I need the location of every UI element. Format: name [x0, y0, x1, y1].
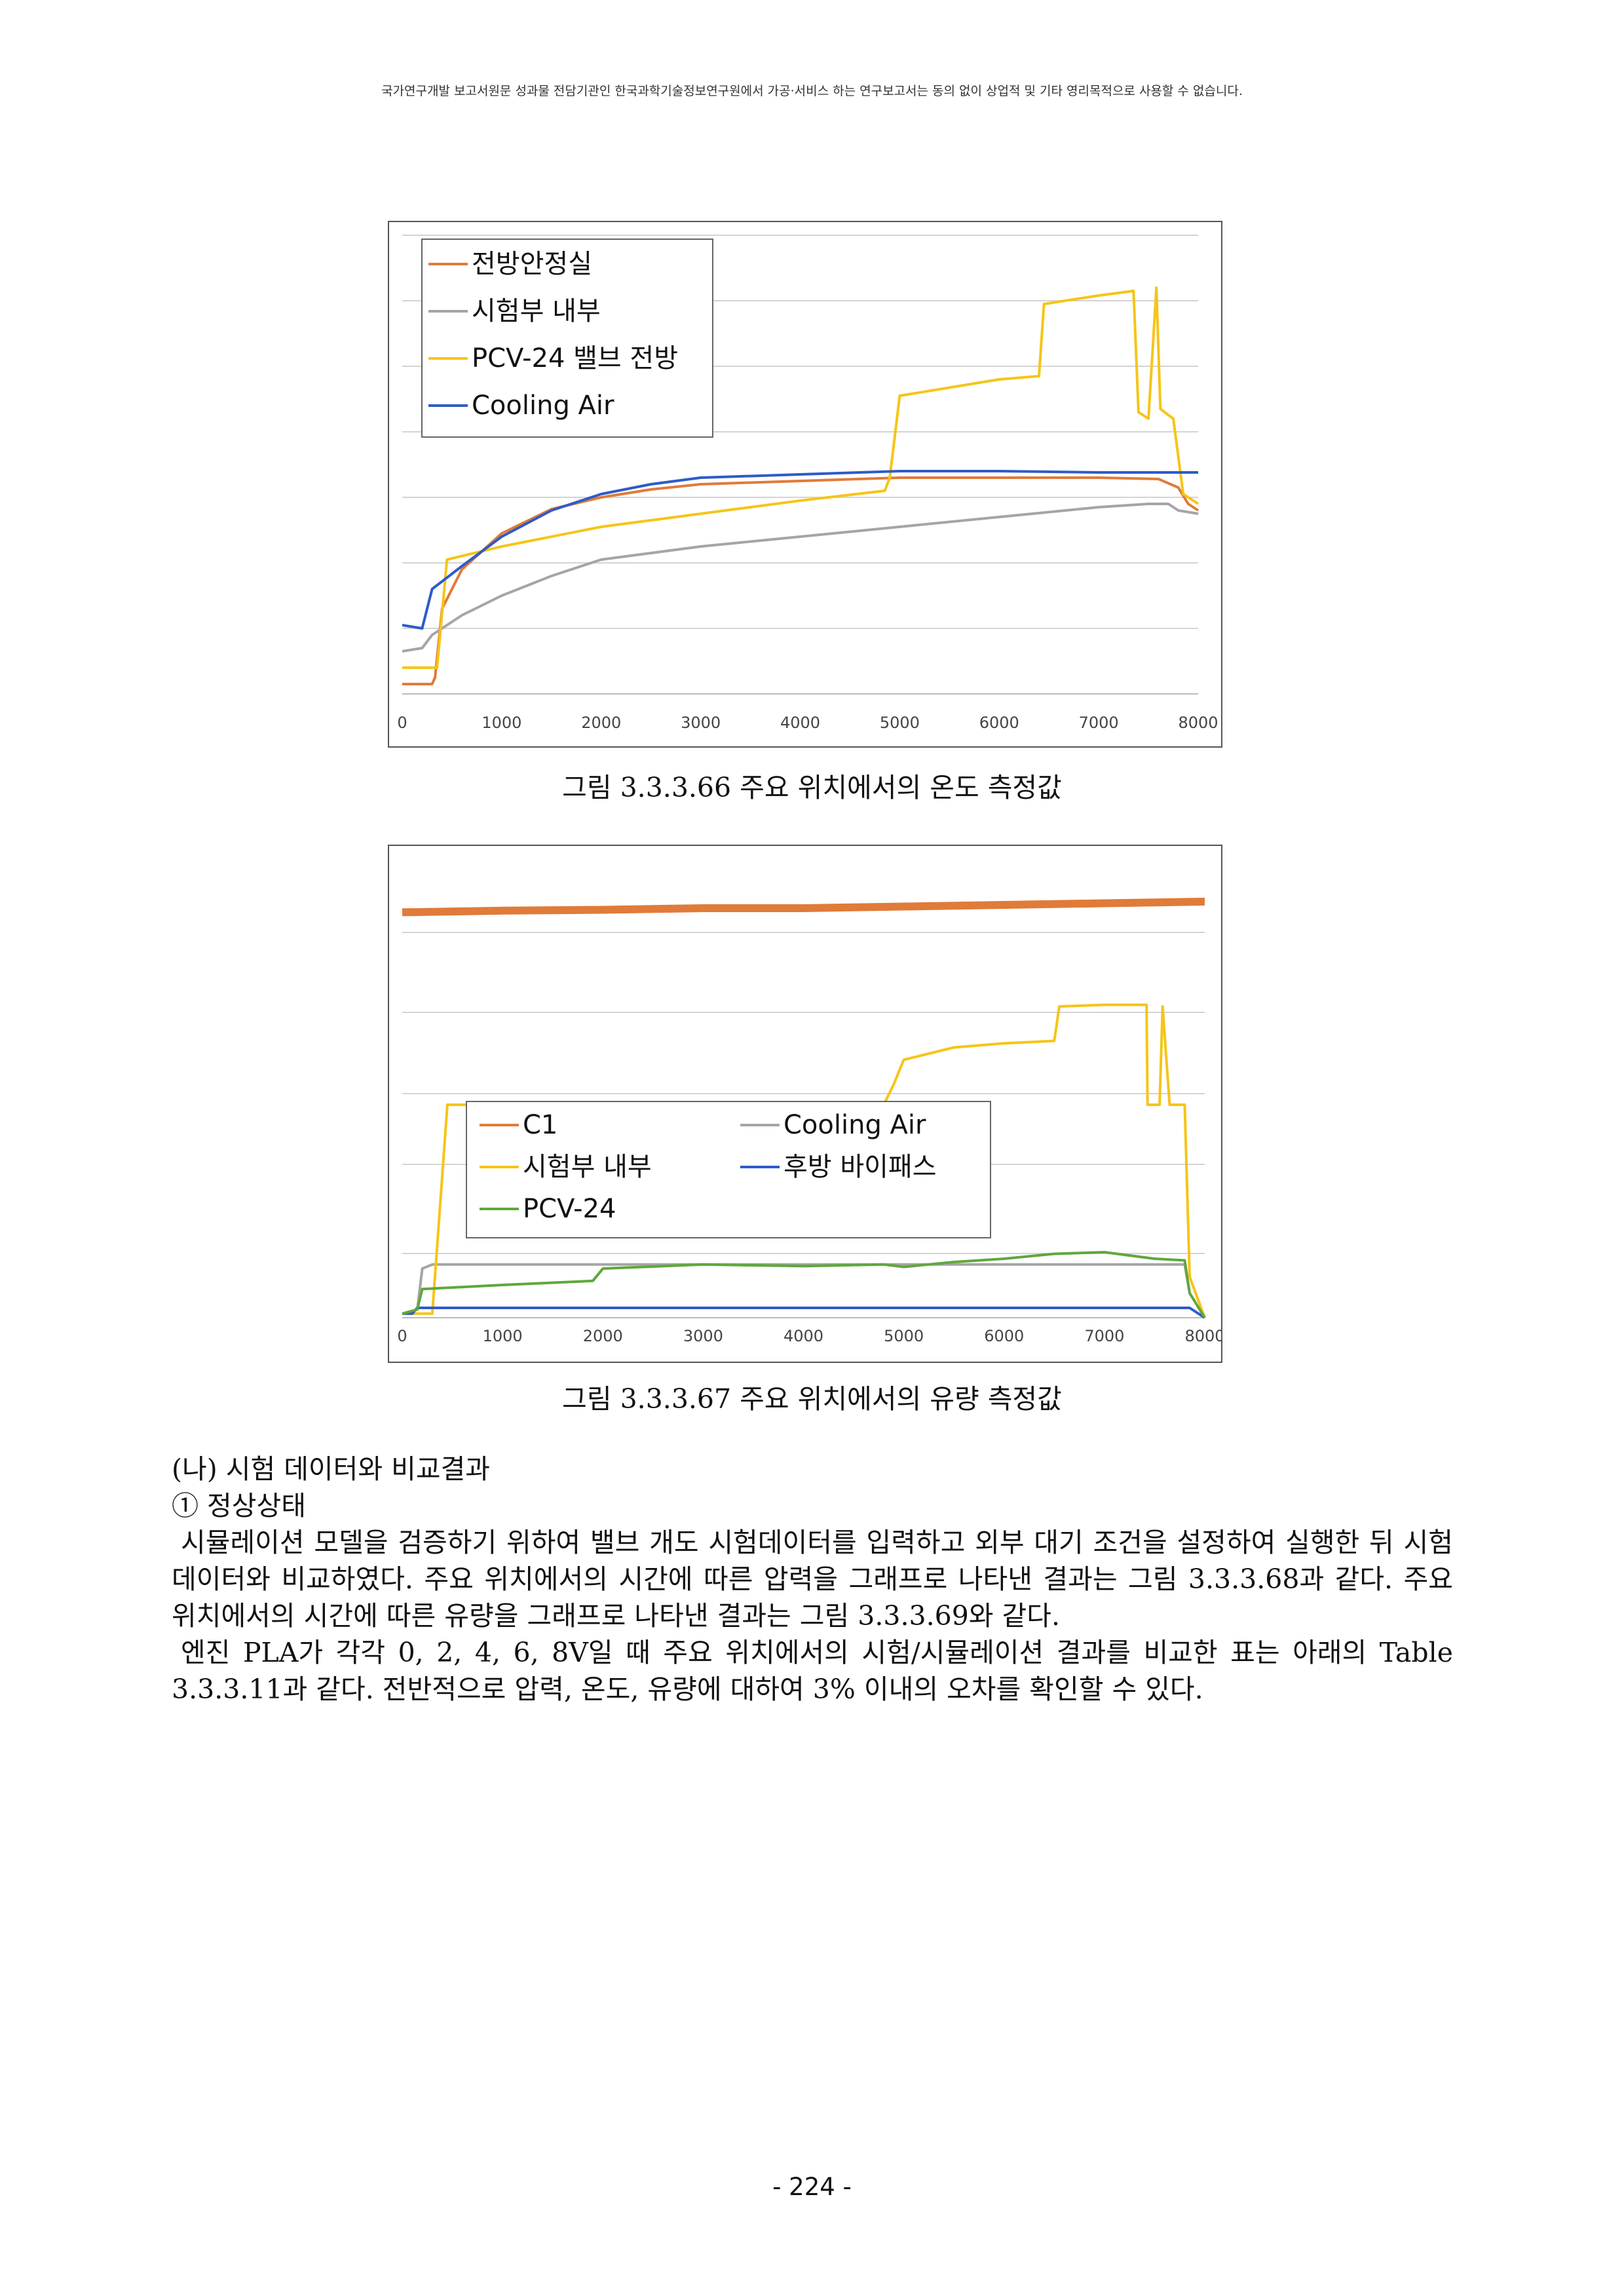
flow-chart-svg: 0 1000 2000 3000 4000 5000 6000 7000 8000 C1 Cooli… — [397, 898, 1221, 1345]
legend-label: 시험부 내부 — [523, 1152, 652, 1182]
legend-label: 후방 바이패스 — [784, 1152, 937, 1182]
x-tick-label: 5000 — [880, 714, 920, 732]
series-line — [402, 1263, 1206, 1319]
legend-label: Cooling Air — [472, 391, 614, 421]
x-tick-label: 6000 — [984, 1327, 1024, 1345]
legend-label: C1 — [523, 1110, 557, 1140]
x-tick-label: 1000 — [483, 1327, 523, 1345]
x-tick-label: 8000 — [1178, 714, 1218, 732]
temperature-chart-svg: 0 1000 2000 3000 4000 5000 6000 7000 8000 전방안정실시험… — [397, 235, 1218, 732]
legend-box — [421, 239, 713, 438]
x-tick-label: 6000 — [979, 714, 1019, 732]
x-tick-label: 8000 — [1184, 1327, 1221, 1345]
x-tick-label: 3000 — [681, 714, 721, 732]
section-heading: (나) 시험 데이터와 비교결과 — [172, 1453, 491, 1485]
legend-label: Cooling Air — [784, 1110, 926, 1140]
x-tick-label: 0 — [397, 1327, 407, 1345]
series-line — [402, 1251, 1206, 1319]
legend-label: PCV-24 — [523, 1194, 616, 1224]
legend-label: PCV-24 밸브 전방 — [472, 343, 678, 373]
paragraph-1: 시뮬레이션 모델을 검증하기 위하여 밸브 개도 시험데이터를 입력하고 외부 … — [172, 1527, 1453, 1632]
legend-label: 전방안정실 — [472, 249, 592, 279]
x-tick-label: 1000 — [482, 714, 521, 732]
header-note: 국가연구개발 보고서원문 성과물 전담기관인 한국과학기술정보연구원에서 가공·… — [381, 84, 1243, 98]
figure2-caption: 그림 3.3.3.67 주요 위치에서의 유량 측정값 — [562, 1383, 1062, 1415]
subsection-heading: ① 정상상태 — [172, 1490, 306, 1521]
body-text: (나) 시험 데이터와 비교결과 ① 정상상태 시뮬레이션 모델을 검증하기 위… — [172, 1451, 1453, 1708]
x-tick-label: 0 — [397, 714, 407, 732]
x-tick-label: 4000 — [780, 714, 820, 732]
x-tick-label: 3000 — [683, 1327, 723, 1345]
figure1-caption: 그림 3.3.3.66 주요 위치에서의 온도 측정값 — [562, 772, 1062, 803]
series-line — [402, 1307, 1206, 1319]
legend-box — [466, 1101, 991, 1238]
x-tick-label: 2000 — [583, 1327, 623, 1345]
legend-label: 시험부 내부 — [472, 296, 601, 326]
page-number: - 224 - — [772, 2173, 852, 2201]
paragraph-2: 엔진 PLA가 각각 0, 2, 4, 6, 8V일 때 주요 위치에서의 시험… — [172, 1637, 1453, 1705]
x-tick-label: 4000 — [784, 1327, 823, 1345]
series-line — [402, 470, 1198, 630]
series-line — [402, 286, 1199, 669]
series-line — [402, 898, 1205, 917]
x-tick-label: 7000 — [1079, 714, 1119, 732]
x-tick-label: 7000 — [1084, 1327, 1124, 1345]
series-line — [402, 503, 1199, 653]
x-tick-label: 2000 — [581, 714, 621, 732]
flow-chart: 0 1000 2000 3000 4000 5000 6000 7000 8000 C1 Cooli… — [388, 845, 1222, 1363]
x-tick-label: 5000 — [884, 1327, 924, 1345]
